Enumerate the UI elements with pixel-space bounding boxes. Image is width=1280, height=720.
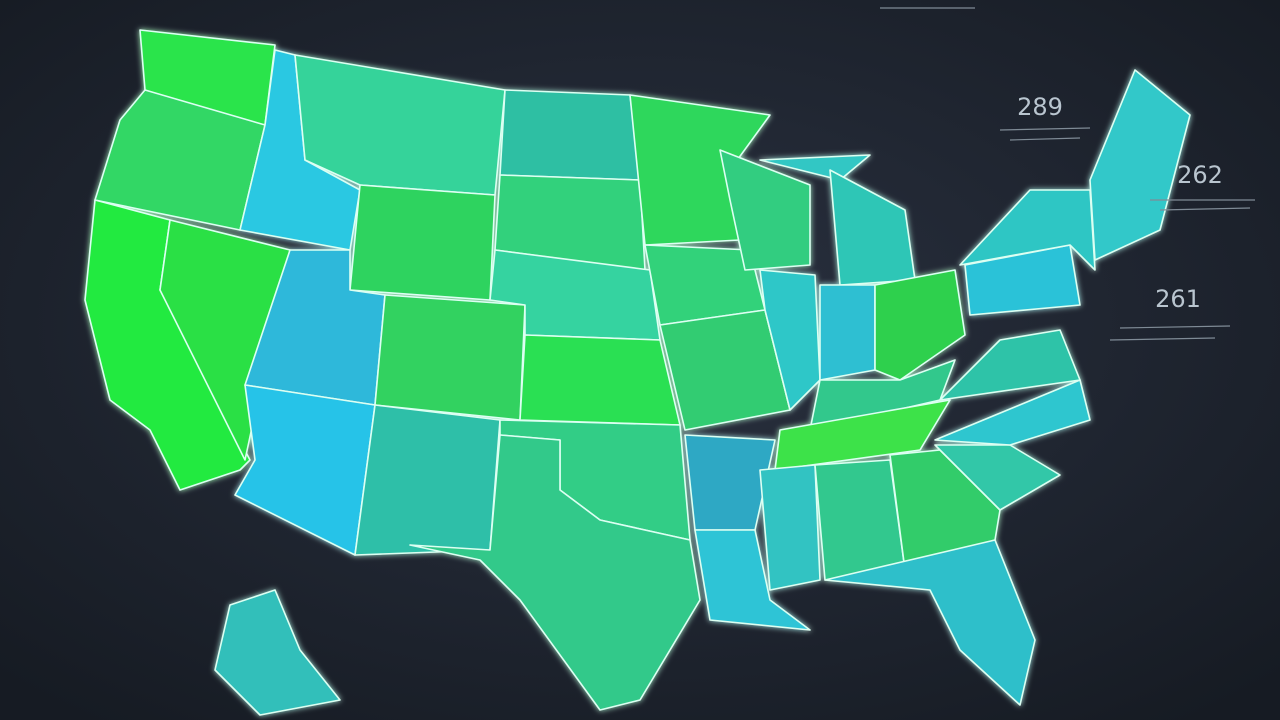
annotation: 262	[1177, 161, 1223, 189]
state	[874, 269, 966, 381]
decor-line	[1109, 337, 1216, 341]
state	[814, 459, 906, 581]
state	[349, 184, 496, 301]
state	[214, 589, 341, 716]
state	[519, 334, 681, 426]
state	[934, 444, 1061, 511]
state	[499, 89, 641, 181]
state	[354, 404, 501, 556]
state	[819, 284, 876, 381]
decor-line	[1159, 207, 1251, 211]
decor-line	[1009, 137, 1081, 141]
state	[234, 384, 376, 556]
state	[824, 539, 1036, 706]
states	[84, 29, 1191, 716]
state	[694, 529, 811, 631]
state	[939, 329, 1081, 401]
state	[934, 379, 1091, 446]
state	[94, 89, 266, 231]
state	[409, 434, 701, 711]
decor-line	[999, 127, 1091, 131]
state	[774, 399, 951, 471]
decor-line	[1119, 325, 1231, 329]
annotation: 289	[1017, 93, 1063, 121]
state	[889, 449, 1001, 571]
state	[374, 294, 526, 421]
decorations	[880, 7, 1255, 341]
state	[959, 189, 1096, 271]
state	[759, 269, 821, 411]
state	[809, 359, 956, 431]
state	[759, 464, 821, 591]
state	[1089, 69, 1191, 261]
state	[719, 149, 811, 271]
annotation: 261	[1155, 285, 1201, 313]
